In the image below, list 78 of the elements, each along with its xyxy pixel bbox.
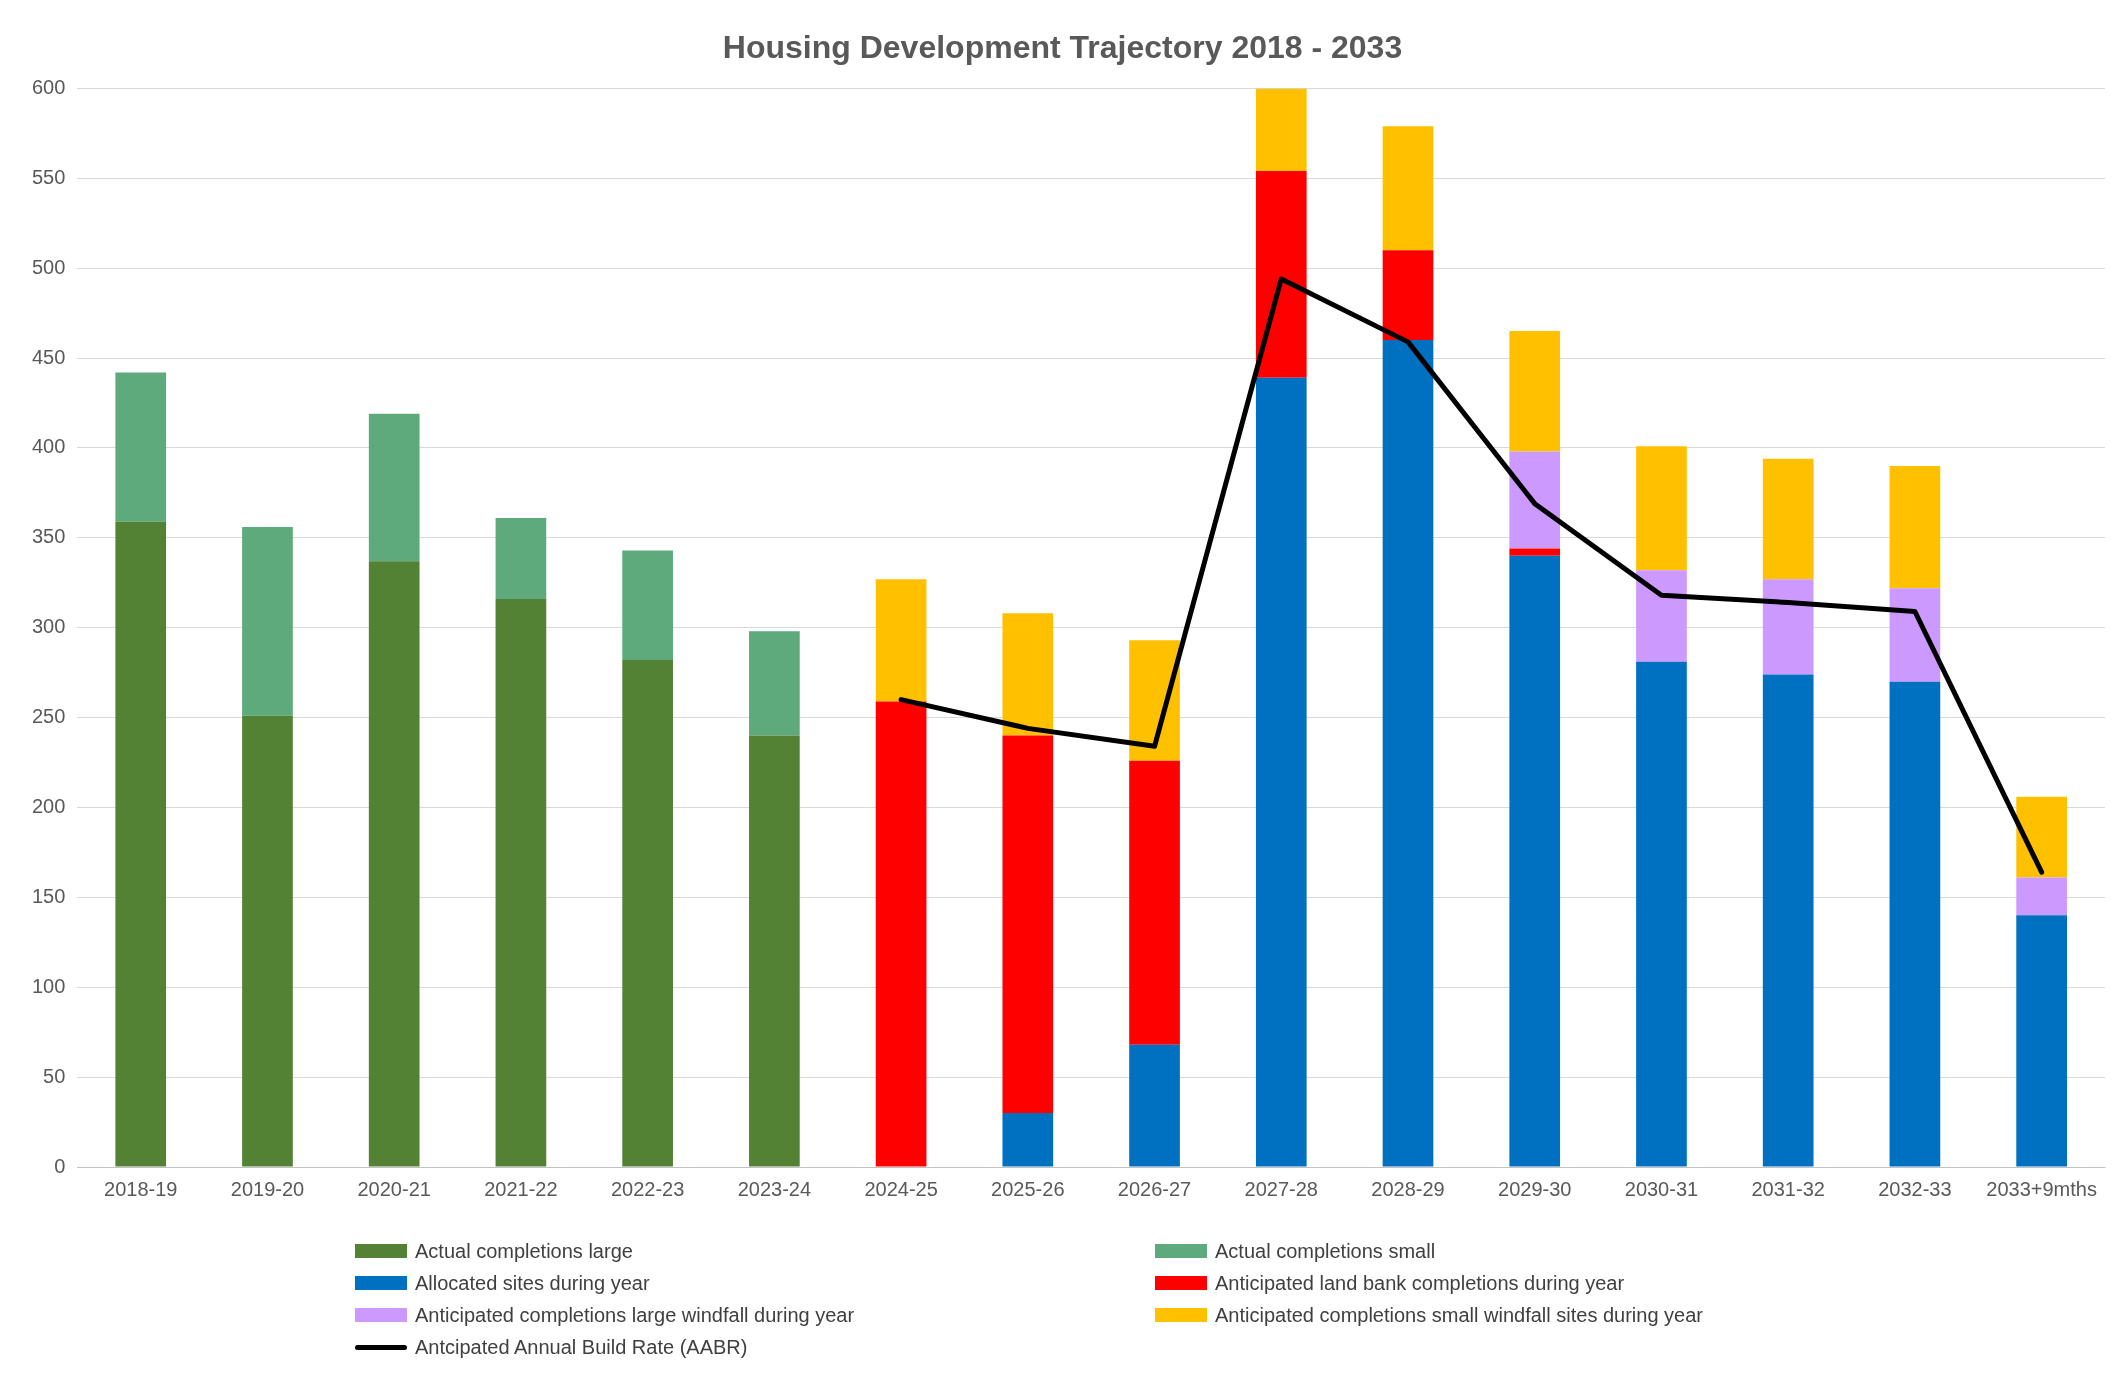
- x-tick-label: 2019-20: [230, 1177, 305, 1200]
- y-tick-label: 50: [43, 1064, 66, 1087]
- bar: [1255, 171, 1307, 378]
- bar: [1255, 88, 1307, 172]
- x-tick-label: 2026-27: [1117, 1177, 1192, 1200]
- bar: [242, 527, 293, 716]
- y-tick-label: 500: [31, 255, 66, 278]
- x-tick-label: 2028-29: [1371, 1177, 1445, 1200]
- bar: [1762, 674, 1814, 1167]
- bar: [749, 631, 800, 736]
- bar: [749, 735, 800, 1167]
- bar: [1129, 1044, 1180, 1167]
- bar: [1636, 570, 1687, 662]
- bar: [1509, 451, 1561, 549]
- x-tick-label: 2024-25: [864, 1177, 938, 1200]
- bar: [2016, 796, 2067, 878]
- bar: [622, 660, 673, 1167]
- bar: [368, 413, 420, 562]
- bar: [2016, 877, 2067, 916]
- x-tick-label: 2018-19: [104, 1177, 178, 1200]
- y-tick-label: 550: [31, 165, 66, 188]
- x-tick-label: 2027-28: [1244, 1177, 1318, 1200]
- bar: [1382, 126, 1434, 251]
- bar: [1762, 579, 1814, 675]
- x-tick-label: 2025-26: [991, 1177, 1065, 1200]
- legend-label: Allocated sites during year: [415, 1271, 650, 1295]
- bar: [1636, 446, 1687, 571]
- x-tick-label: 2032-33: [1878, 1177, 1952, 1200]
- bar: [115, 372, 167, 522]
- bar: [1889, 681, 1941, 1167]
- legend-label: Antcipated Annual Build Rate (AABR): [415, 1335, 748, 1359]
- bar: [1509, 331, 1561, 452]
- x-tick-label: 2023-24: [737, 1177, 812, 1200]
- bar: [1002, 613, 1054, 736]
- bar: [1382, 250, 1434, 341]
- bar: [1889, 465, 1941, 589]
- legend-label: Actual completions large: [415, 1239, 633, 1263]
- x-tick-label: 2020-21: [357, 1177, 431, 1200]
- y-tick-label: 200: [31, 794, 66, 817]
- bar: [1636, 661, 1687, 1167]
- y-tick-label: 600: [31, 75, 66, 98]
- chart-title: Housing Development Trajectory 2018 - 2033: [722, 29, 1403, 66]
- bar: [1129, 760, 1180, 1045]
- bar: [115, 521, 167, 1167]
- bar: [242, 715, 293, 1167]
- bar: [1889, 588, 1941, 682]
- legend-label: Anticipated land bank completions during year: [1215, 1271, 1625, 1295]
- y-tick-label: 450: [31, 345, 66, 368]
- y-tick-label: 300: [31, 615, 66, 638]
- bar: [495, 598, 547, 1167]
- bar: [1002, 735, 1054, 1114]
- bar: [622, 550, 673, 661]
- x-tick-label: 2022-23: [610, 1177, 685, 1200]
- x-tick-label: 2029-30: [1498, 1177, 1572, 1200]
- bar: [875, 701, 927, 1167]
- bar: [1382, 340, 1434, 1167]
- y-tick-label: 150: [31, 884, 66, 907]
- y-tick-label: 0: [54, 1154, 66, 1177]
- y-tick-label: 250: [31, 705, 66, 728]
- bar: [1509, 548, 1561, 556]
- x-tick-label: 2030-31: [1624, 1177, 1699, 1200]
- bar: [1762, 458, 1814, 580]
- legend-label: Anticipated completions small windfall sites during year: [1215, 1303, 1704, 1327]
- bar: [495, 518, 547, 599]
- bar: [1509, 555, 1561, 1167]
- legend-label: Anticipated completions large windfall during year: [415, 1303, 855, 1327]
- y-tick-label: 350: [31, 525, 66, 548]
- bar: [2016, 915, 2067, 1167]
- y-tick-label: 400: [31, 435, 66, 458]
- y-tick-label: 100: [31, 974, 66, 997]
- bar: [1255, 377, 1307, 1167]
- x-tick-label: 2033+9mths: [1986, 1177, 2097, 1200]
- bar: [1002, 1113, 1054, 1167]
- legend-label: Actual completions small: [1215, 1239, 1436, 1263]
- bar: [875, 579, 927, 702]
- x-tick-label: 2021-22: [484, 1177, 558, 1200]
- x-tick-label: 2031-32: [1751, 1177, 1825, 1200]
- bar: [368, 561, 420, 1167]
